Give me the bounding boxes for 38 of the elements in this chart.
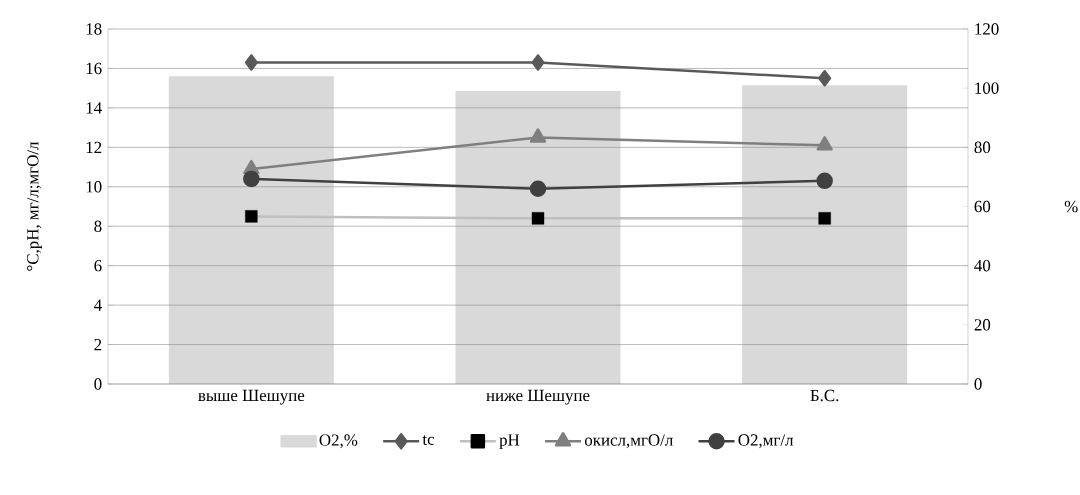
- y2-tick-label: 20: [974, 319, 991, 331]
- x-tick-label: выше Шешупе: [198, 389, 305, 405]
- legend-label: окисл,мгО/л: [584, 434, 673, 449]
- y-tick-label: 2: [94, 338, 102, 351]
- point: [816, 172, 833, 190]
- y-tick-label: 18: [86, 23, 102, 35]
- y-tick-label: 16: [86, 62, 102, 75]
- point: [818, 212, 831, 225]
- y2-tick-label: 60: [974, 200, 991, 213]
- y2-axis-title: %: [1064, 200, 1078, 213]
- y-tick-label: 6: [94, 259, 102, 272]
- y2-tick-label: 0: [974, 378, 982, 390]
- point: [244, 54, 258, 71]
- y-tick-label: 8: [94, 220, 102, 232]
- y2-tick-label: 120: [975, 23, 999, 35]
- point: [243, 170, 260, 188]
- legend-label: pH: [499, 434, 520, 450]
- point: [816, 136, 833, 151]
- x-tick-label: ниже Шешупе: [486, 389, 590, 405]
- point: [818, 70, 832, 87]
- y-tick-label: 12: [86, 141, 102, 153]
- point: [529, 128, 547, 143]
- legend-label: O2,%: [319, 434, 358, 449]
- y-axis-title: °C,pH, мг/л;мгО/л: [27, 141, 42, 271]
- point: [531, 54, 545, 71]
- y2-tick-label: 100: [975, 82, 999, 94]
- legend-label: tc: [422, 435, 435, 445]
- x-tick-label: Б.С.: [810, 389, 839, 402]
- y-tick-label: 0: [94, 378, 102, 390]
- y-tick-label: 10: [86, 181, 102, 193]
- point: [245, 210, 258, 223]
- legend-label: O2,мг/л: [738, 434, 794, 449]
- y2-tick-label: 40: [974, 259, 991, 272]
- point: [531, 212, 545, 225]
- point: [529, 180, 547, 197]
- y-tick-label: 4: [94, 299, 102, 311]
- y-tick-label: 14: [86, 102, 102, 114]
- y2-tick-label: 80: [974, 141, 991, 154]
